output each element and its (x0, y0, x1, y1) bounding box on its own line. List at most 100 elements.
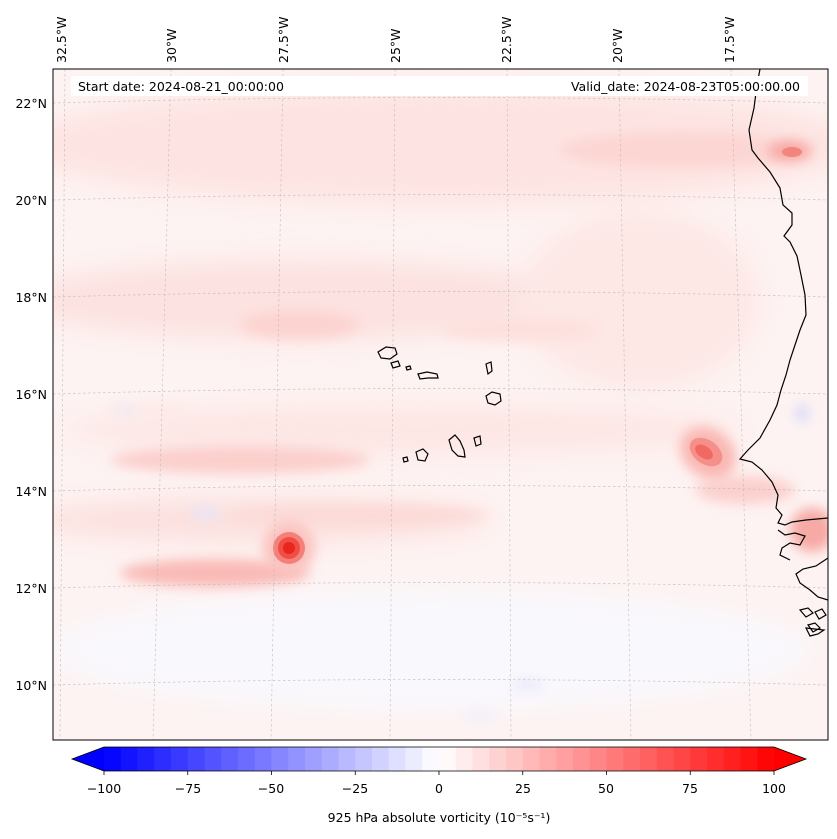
island-fogo (415, 448, 429, 462)
colorbar-bin (321, 747, 339, 771)
africa-coast (738, 69, 828, 526)
colorbar-tick-label: 100 (762, 781, 786, 796)
lat-label: 14°N (15, 484, 47, 499)
coastline (738, 69, 828, 637)
lat-label: 22°N (15, 96, 47, 111)
colorbar-bin (288, 747, 306, 771)
lon-label: 32.5°W (54, 17, 69, 63)
island-boa-vista (485, 391, 502, 406)
colorbar-bin (338, 747, 356, 771)
vortex-west (263, 522, 315, 574)
colorbar-bin (455, 747, 473, 771)
background-bands (53, 85, 828, 710)
lat-label: 10°N (15, 678, 47, 693)
vorticity-streaks (105, 132, 828, 587)
lon-label: 22.5°W (499, 17, 514, 63)
graticule (53, 69, 828, 740)
colorbar-bin (573, 747, 591, 771)
colorbar-bin (539, 747, 557, 771)
guinea-bissau-coast (795, 557, 828, 601)
colorbar-bin (422, 747, 440, 771)
colorbar-bin (254, 747, 272, 771)
vortex-coast (768, 141, 812, 161)
colorbar-tick-label: 25 (515, 781, 531, 796)
colorbar-tick-label: −50 (258, 781, 284, 796)
island-sao-nicolau (417, 371, 439, 380)
colorbar-bin (472, 747, 490, 771)
gambia-inlet (777, 529, 806, 561)
colorbar-bin (171, 747, 189, 771)
island-brava (402, 456, 409, 463)
negative-vorticity-blobs (118, 404, 809, 719)
colorbar-bin (271, 747, 289, 771)
colorbar-bin (673, 747, 691, 771)
colorbar: −100 −75 −50 −25 0 25 50 75 100 925 hPa … (70, 746, 808, 825)
colorbar-tick-label: −100 (87, 781, 121, 796)
island-santa-luzia (405, 365, 412, 371)
start-date-text: Start date: 2024-08-21_00:00:00 (78, 79, 284, 94)
colorbar-bin (388, 747, 406, 771)
lat-label: 18°N (15, 290, 47, 305)
colorbar-bin (372, 747, 390, 771)
colorbar-tick-label: 0 (435, 781, 443, 796)
island-sao-vicente (390, 360, 401, 369)
colorbar-extend-low (72, 747, 104, 771)
colorbar-bin (439, 747, 457, 771)
island-santiago (448, 434, 466, 458)
colorbar-bin (556, 747, 574, 771)
colorbar-bin (154, 747, 172, 771)
longitude-labels: 32.5°W 30°W 27.5°W 25°W 22.5°W 20°W 17.5… (54, 17, 737, 63)
lon-label: 27.5°W (276, 17, 291, 63)
colorbar-bin (606, 747, 624, 771)
island-santo-antao (377, 346, 398, 360)
lon-label: 20°W (610, 28, 625, 63)
colorbar-bin (589, 747, 607, 771)
colorbar-bin (522, 747, 540, 771)
colorbar-bin (204, 747, 222, 771)
bijagos-islands (798, 607, 827, 637)
colorbar-tick-label: 75 (682, 781, 698, 796)
colorbar-bin (221, 747, 239, 771)
colorbar-bin (656, 747, 674, 771)
colorbar-extend-high (774, 747, 806, 771)
colorbar-bin (690, 747, 708, 771)
colorbar-label: 925 hPa absolute vorticity (10⁻⁵s⁻¹) (328, 810, 551, 825)
colorbar-bin (640, 747, 658, 771)
colorbar-bin (355, 747, 373, 771)
colorbar-bin (238, 747, 256, 771)
island-sal (485, 361, 493, 376)
colorbar-bin (740, 747, 758, 771)
valid-date-text: Valid_date: 2024-08-23T05:00:00.00 (571, 79, 800, 94)
colorbar-bin (305, 747, 323, 771)
lon-label: 17.5°W (722, 17, 737, 63)
lon-label: 30°W (164, 28, 179, 63)
colorbar-tick-label: −25 (342, 781, 368, 796)
island-maio (473, 435, 482, 447)
colorbar-bin (120, 747, 138, 771)
colorbar-ticks (103, 771, 775, 775)
lon-label: 25°W (388, 28, 403, 63)
map-frame (52, 68, 829, 741)
colorbar-tick-labels: −100 −75 −50 −25 0 25 50 75 100 (87, 781, 786, 796)
vorticity-field (53, 69, 828, 740)
colorbar-bin (506, 747, 524, 771)
colorbar-tick-label: 50 (598, 781, 614, 796)
colorbar-bin (405, 747, 423, 771)
lat-label: 12°N (15, 581, 47, 596)
colorbar-bin (104, 747, 122, 771)
colorbar-bins (104, 747, 775, 771)
date-header: Start date: 2024-08-21_00:00:00 Valid_da… (71, 76, 808, 96)
colorbar-bin (757, 747, 775, 771)
latitude-labels: 22°N 20°N 18°N 16°N 14°N 12°N 10°N (15, 96, 47, 693)
colorbar-bin (489, 747, 507, 771)
lat-label: 16°N (15, 387, 47, 402)
colorbar-bin (623, 747, 641, 771)
lat-label: 20°N (15, 193, 47, 208)
colorbar-tick-label: −75 (175, 781, 201, 796)
colorbar-bin (187, 747, 205, 771)
map-panel: Start date: 2024-08-21_00:00:00 Valid_da… (52, 68, 829, 741)
colorbar-bin (723, 747, 741, 771)
colorbar-bin (137, 747, 155, 771)
vortex-east (679, 426, 737, 480)
